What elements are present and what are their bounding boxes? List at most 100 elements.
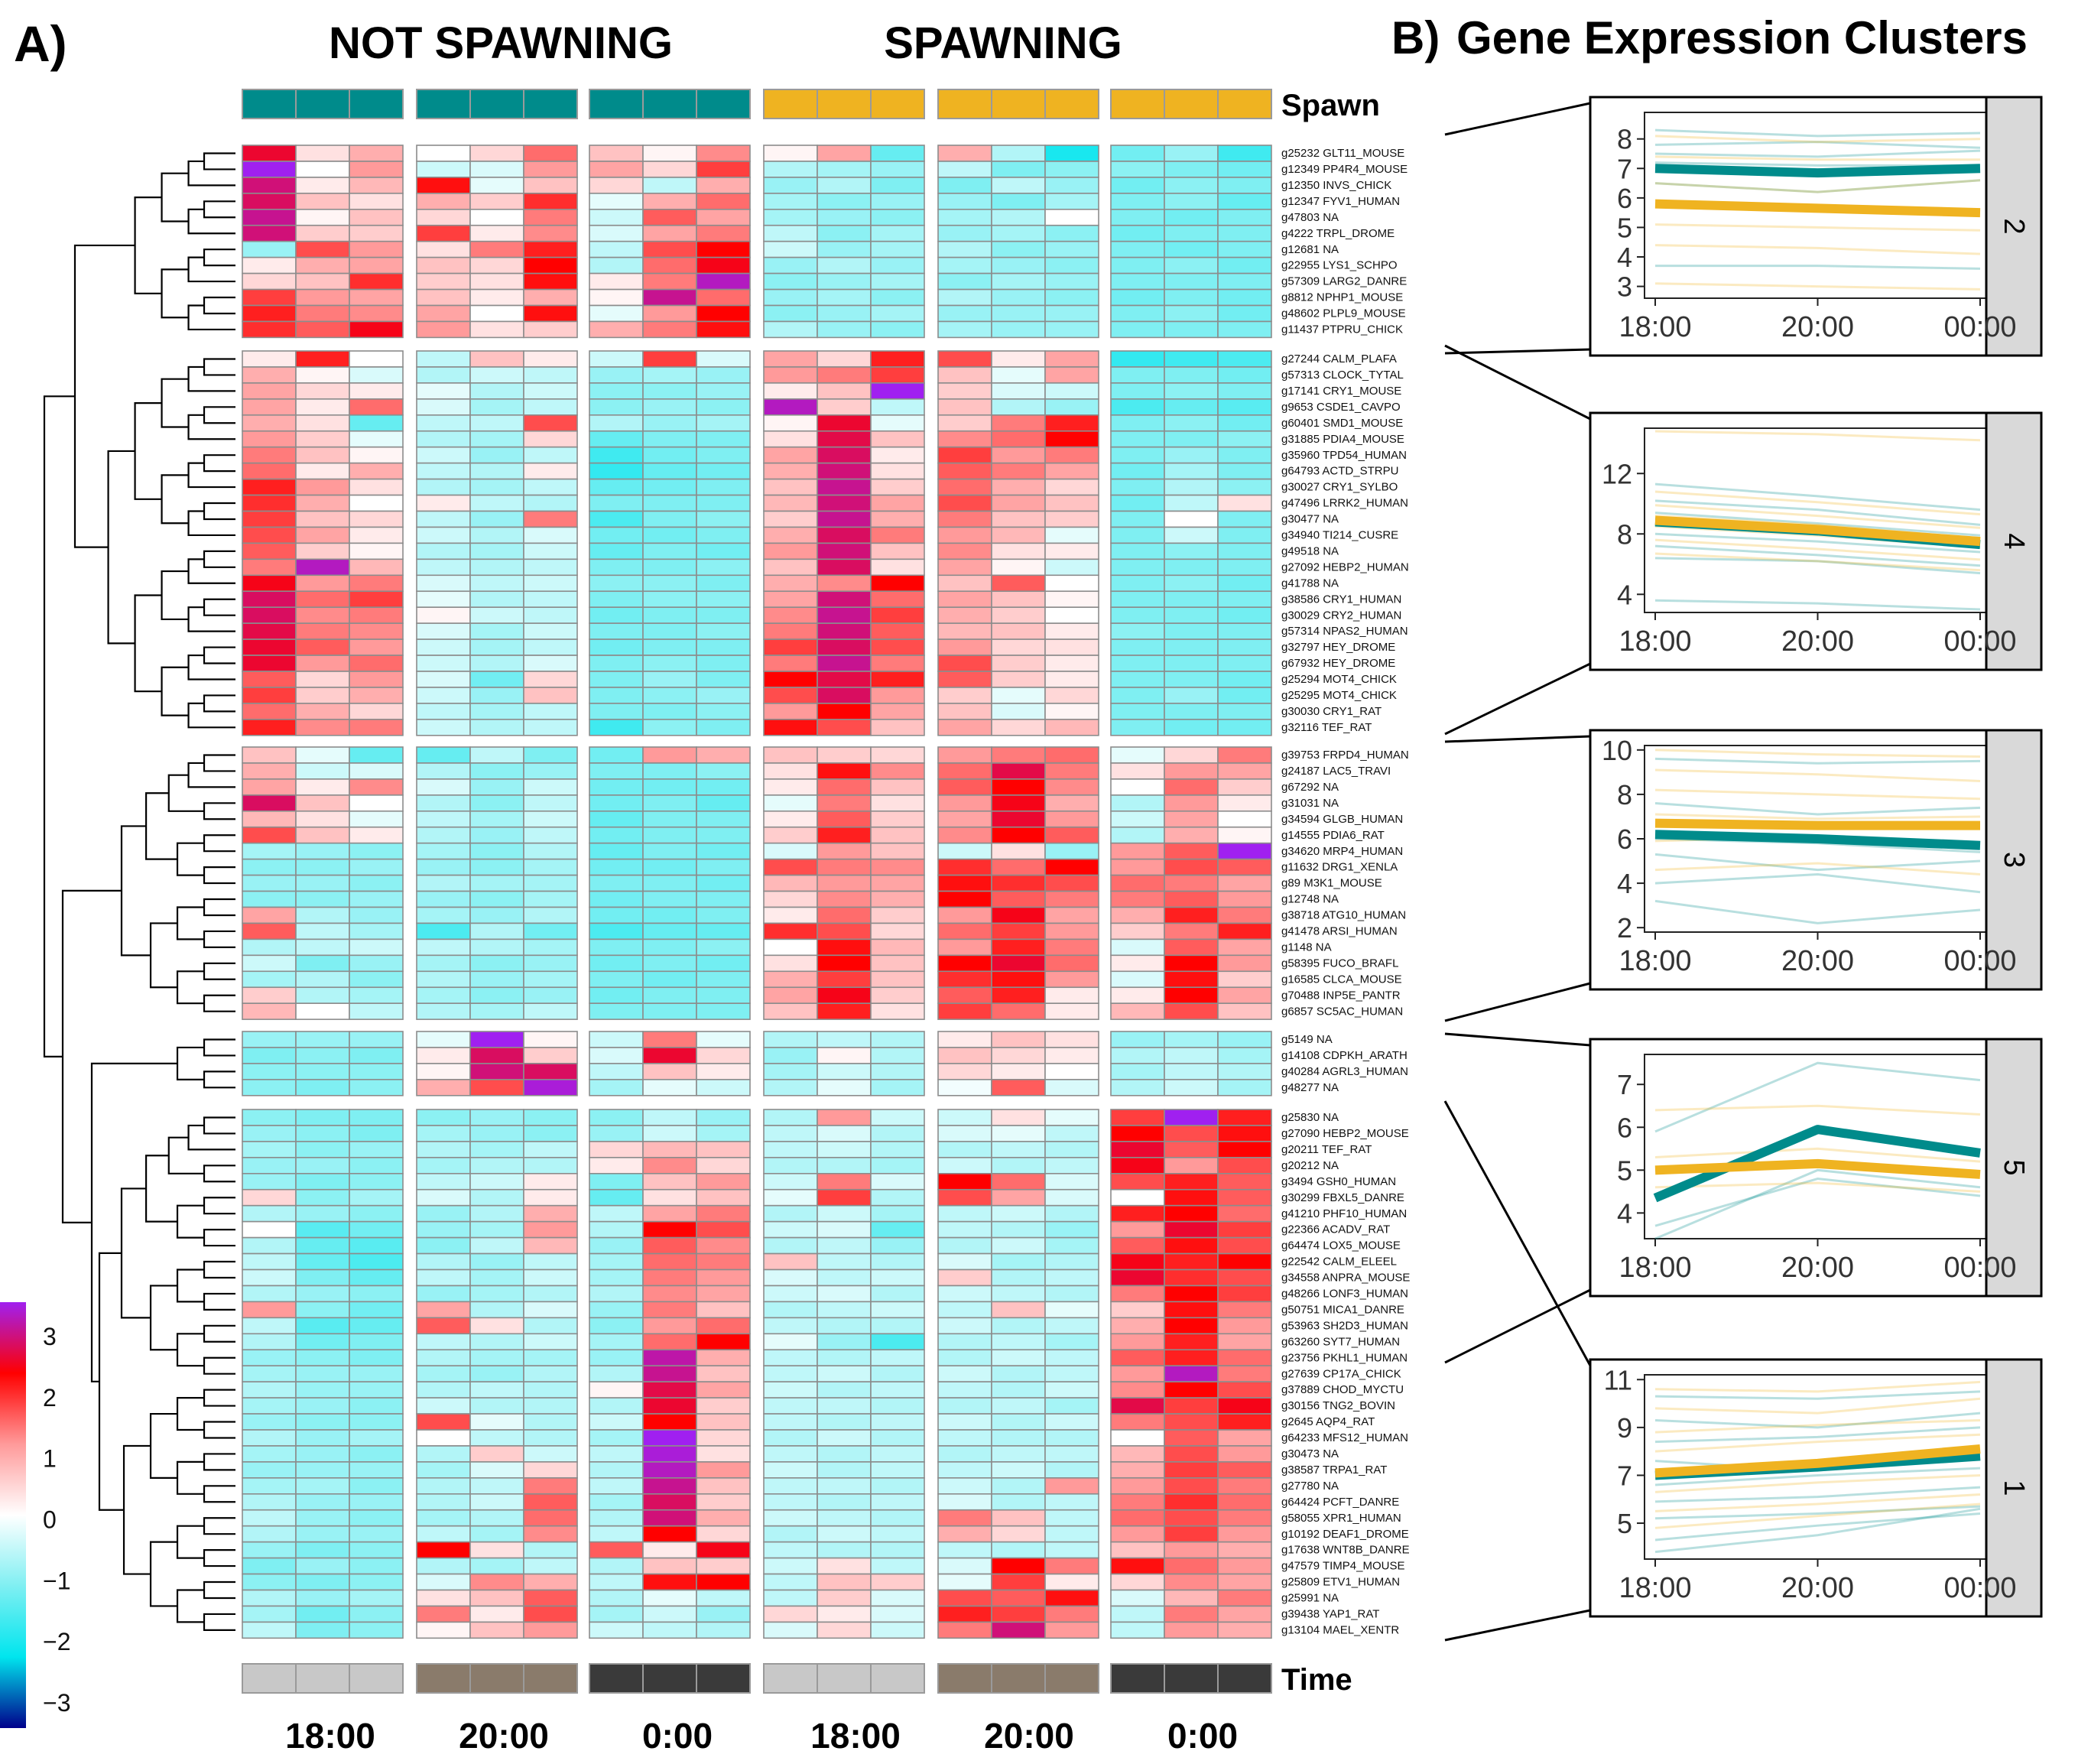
heatmap-cell: [1164, 590, 1219, 609]
heatmap-cell: [523, 687, 578, 704]
y-tick-label: 3: [1617, 271, 1632, 303]
heatmap-cell: [642, 638, 697, 656]
heatmap-cell: [1217, 430, 1272, 448]
heatmap-cell: [589, 1429, 644, 1447]
heatmap-cell: [991, 1285, 1046, 1303]
heatmap-cell: [642, 1125, 697, 1142]
heatmap-cell: [937, 986, 992, 1005]
heatmap-cell: [1164, 1621, 1219, 1639]
heatmap-cell: [1164, 874, 1219, 892]
heatmap-cell: [817, 858, 872, 876]
heatmap-cell: [469, 1031, 524, 1048]
legend-tick-label: 1: [43, 1445, 57, 1473]
mean-expression-line: [1654, 1158, 1981, 1179]
heatmap-cell: [295, 1252, 350, 1271]
heatmap-cell: [416, 1109, 471, 1126]
heatmap-cell: [1044, 558, 1099, 577]
gene-label: g3494 GSH0_HUMAN: [1281, 1175, 1396, 1188]
heatmap-cell: [416, 874, 471, 892]
heatmap-cell: [242, 446, 297, 464]
heatmap-cell: [642, 145, 697, 162]
heatmap-cell: [295, 1413, 350, 1431]
heatmap-cell: [589, 1301, 644, 1319]
heatmap-cell: [696, 1269, 751, 1287]
heatmap-cell: [295, 687, 350, 704]
heatmap-cell: [1044, 1002, 1099, 1020]
heatmap-cell: [242, 224, 297, 242]
heatmap-cell: [1110, 494, 1165, 512]
heatmap-cell: [1164, 703, 1219, 720]
heatmap-cell: [1164, 240, 1219, 258]
heatmap-cell: [1164, 161, 1219, 178]
heatmap-cell: [295, 193, 350, 210]
legend-tick-label: 3: [43, 1323, 57, 1350]
heatmap-cell: [642, 272, 697, 291]
heatmap-cell: [469, 288, 524, 307]
heatmap-cell: [642, 1397, 697, 1415]
heatmap-cell: [349, 606, 404, 624]
heatmap-cell: [696, 1188, 751, 1207]
background-gene-line: [1654, 135, 1981, 144]
heatmap-cell: [1110, 1317, 1165, 1335]
heatmap-cell: [589, 1509, 644, 1527]
heatmap-cell: [469, 1397, 524, 1415]
heatmap-cell: [817, 1621, 872, 1639]
heatmap-cell: [870, 558, 925, 577]
background-gene-line: [1654, 149, 1981, 158]
gene-label: g25232 GLT11_MOUSE: [1281, 147, 1404, 160]
heatmap-cell: [937, 494, 992, 512]
heatmap-cell: [416, 655, 471, 672]
heatmap-cell: [295, 1445, 350, 1463]
heatmap-cell: [1110, 1493, 1165, 1511]
heatmap-cell: [589, 1445, 644, 1463]
heatmap-cell: [991, 494, 1046, 512]
heatmap-cell: [523, 1605, 578, 1623]
dendrogram-branch: [187, 606, 235, 632]
heatmap-cell: [817, 145, 872, 162]
heatmap-cell: [870, 811, 925, 828]
heatmap-cell: [991, 842, 1046, 860]
cluster-strip: [1985, 411, 2043, 671]
heatmap-cell: [696, 858, 751, 876]
heatmap-cell: [991, 1109, 1046, 1126]
heatmap-cell: [696, 906, 751, 924]
heatmap-cell: [469, 687, 524, 704]
heatmap-cell: [523, 1461, 578, 1479]
heatmap-cell: [1217, 1173, 1272, 1191]
heatmap-cell: [870, 938, 925, 957]
background-gene-line: [1654, 430, 1981, 442]
background-gene-line: [1654, 1147, 1981, 1163]
heatmap-cell: [416, 320, 471, 339]
heatmap-cell: [469, 542, 524, 560]
heatmap-cell: [589, 1125, 644, 1142]
heatmap-cell: [523, 762, 578, 780]
heatmap-cell: [416, 224, 471, 242]
heatmap-cell: [817, 606, 872, 624]
heatmap-cell: [1044, 430, 1099, 448]
spawn-bar-cell: [416, 89, 471, 119]
heatmap-cell: [242, 1477, 297, 1495]
heatmap-cell: [416, 954, 471, 973]
heatmap-cell: [937, 1525, 992, 1543]
heatmap-cell: [1044, 1381, 1099, 1399]
heatmap-cell: [295, 1477, 350, 1495]
heatmap-cell: [1110, 1063, 1165, 1080]
heatmap-cell: [416, 1125, 471, 1142]
heatmap-cell: [416, 414, 471, 432]
heatmap-cell: [1044, 510, 1099, 528]
heatmap-cell: [1044, 938, 1099, 957]
heatmap-cell: [870, 1236, 925, 1255]
background-gene-line: [1654, 788, 1981, 801]
heatmap-cell: [349, 1381, 404, 1399]
heatmap-cell: [1044, 890, 1099, 908]
heatmap-cell: [1217, 1461, 1272, 1479]
heatmap-cell: [991, 1477, 1046, 1495]
heatmap-cell: [642, 1141, 697, 1158]
gene-label: g11632 DRG1_XENLA: [1281, 861, 1398, 874]
heatmap-cell: [416, 1365, 471, 1382]
heatmap-cell: [469, 240, 524, 258]
heatmap-cell: [469, 1461, 524, 1479]
heatmap-cell: [763, 161, 818, 178]
heatmap-cell: [349, 954, 404, 973]
